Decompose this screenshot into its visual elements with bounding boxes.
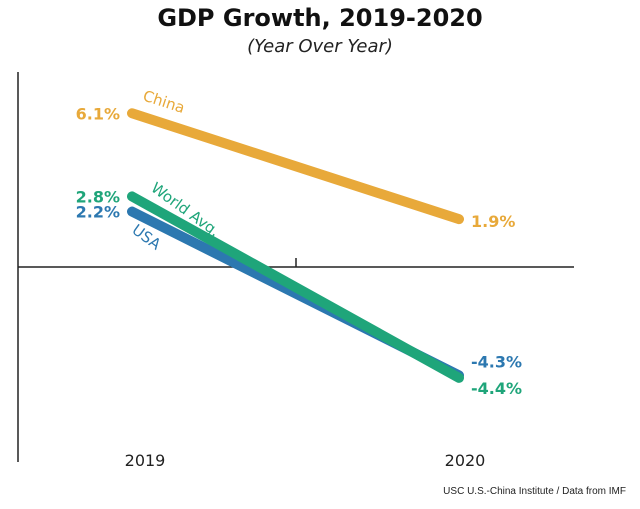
chart-subtitle: (Year Over Year) <box>247 36 393 57</box>
data-label-usa-2019: 2.2% <box>76 203 120 222</box>
source-note: USC U.S.-China Institute / Data from IMF <box>443 486 626 497</box>
series-line-china <box>127 108 464 225</box>
data-label-china-2020: 1.9% <box>471 212 515 231</box>
series-line-world-avg <box>127 191 464 383</box>
x-tick-labels: 2019 2020 <box>125 451 486 470</box>
data-label-usa-2020: -4.3% <box>471 352 522 371</box>
x-tick-label-2019: 2019 <box>125 451 166 470</box>
data-label-world-avg-2019: 2.8% <box>76 187 120 206</box>
series-name-china: China <box>141 87 187 117</box>
data-label-world-avg-2020: -4.4% <box>471 379 522 398</box>
x-tick-label-2020: 2020 <box>445 451 486 470</box>
chart-title: GDP Growth, 2019-2020 <box>157 4 483 32</box>
data-label-china-2019: 6.1% <box>76 104 120 123</box>
series-lines <box>127 108 464 383</box>
